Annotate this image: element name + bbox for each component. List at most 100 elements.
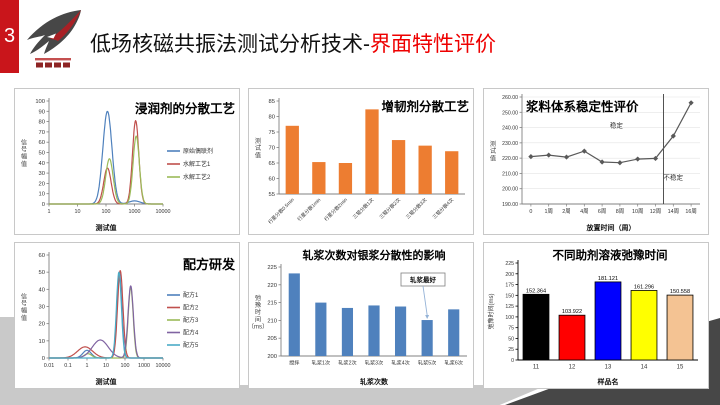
svg-text:20: 20 [39, 181, 45, 187]
svg-text:增韧剂分散工艺: 增韧剂分散工艺 [381, 99, 469, 114]
svg-text:12周: 12周 [650, 208, 661, 215]
svg-text:0.1: 0.1 [64, 363, 72, 369]
svg-text:161.296: 161.296 [634, 284, 654, 290]
svg-text:放置时间（周）: 放置时间（周） [586, 223, 636, 232]
chart-panel-toughener-dispersion: 55 60 65 70 75 80 85 增韧剂分散工艺 测试值 行星分散0.5min 行星分散1m… [248, 88, 474, 235]
slide-number: 3 [3, 25, 16, 47]
slide-title-main: 低场核磁共振法测试分析技术- [90, 33, 370, 56]
svg-text:190.00: 190.00 [502, 202, 518, 208]
svg-text:2周: 2周 [562, 208, 570, 215]
svg-text:行星分散0.5min: 行星分散0.5min [267, 196, 296, 225]
svg-text:轧浆4次: 轧浆4次 [391, 359, 409, 367]
svg-text:0.01: 0.01 [44, 363, 55, 369]
svg-text:60: 60 [39, 140, 45, 146]
svg-text:浸润剂的分散工艺: 浸润剂的分散工艺 [135, 101, 235, 116]
svg-text:原始偶联剂: 原始偶联剂 [183, 147, 213, 155]
svg-text:10000: 10000 [156, 363, 171, 369]
svg-text:80: 80 [39, 120, 45, 126]
svg-text:配方1: 配方1 [183, 291, 199, 299]
svg-text:信号幅值: 信号幅值 [21, 138, 27, 167]
svg-text:8周: 8周 [616, 208, 624, 215]
svg-text:轧浆6次: 轧浆6次 [444, 359, 462, 367]
svg-text:210.00: 210.00 [502, 171, 518, 177]
svg-text:配方3: 配方3 [183, 316, 199, 324]
svg-text:50: 50 [39, 270, 45, 276]
svg-text:70: 70 [39, 130, 45, 136]
svg-text:14周: 14周 [668, 208, 679, 215]
svg-text:10: 10 [103, 363, 109, 369]
svg-text:210: 210 [267, 318, 277, 324]
svg-text:260.00: 260.00 [502, 95, 518, 101]
svg-text:测试值: 测试值 [255, 137, 261, 159]
slide-title-accent: 界面特性评价 [370, 33, 496, 56]
svg-text:0: 0 [42, 356, 45, 362]
svg-text:220.00: 220.00 [502, 156, 518, 162]
svg-text:20: 20 [39, 322, 45, 328]
svg-text:1000: 1000 [138, 363, 150, 369]
svg-text:配方2: 配方2 [183, 304, 199, 312]
svg-text:10: 10 [39, 339, 45, 345]
svg-text:水解工艺1: 水解工艺1 [183, 160, 211, 168]
svg-text:240.00: 240.00 [502, 126, 518, 132]
additive-relaxation-chart: 0 25 50 75 100 125 150 175 200 225 不同助剂溶液弛豫时间弛豫时间(… [487, 248, 698, 386]
svg-text:30: 30 [39, 305, 45, 311]
svg-text:75: 75 [508, 326, 514, 332]
svg-text:200.00: 200.00 [502, 187, 518, 193]
svg-text:轧浆1次: 轧浆1次 [312, 359, 330, 367]
svg-text:50: 50 [39, 151, 45, 157]
svg-text:175: 175 [505, 283, 514, 289]
svg-text:行星分散2min: 行星分散2min [323, 196, 349, 222]
svg-text:0: 0 [511, 358, 514, 364]
svg-text:15: 15 [677, 365, 684, 371]
svg-text:配方5: 配方5 [183, 341, 199, 349]
svg-text:60: 60 [39, 253, 45, 259]
svg-text:样品名: 样品名 [598, 377, 619, 386]
svg-text:三辊分散1次: 三辊分散1次 [351, 196, 375, 220]
svg-text:稳定: 稳定 [610, 121, 624, 130]
svg-text:85: 85 [269, 99, 275, 105]
svg-text:1周: 1周 [545, 208, 553, 215]
svg-text:轧浆5次: 轧浆5次 [418, 359, 436, 367]
svg-text:103.922: 103.922 [562, 309, 582, 315]
svg-text:0: 0 [42, 202, 45, 208]
svg-text:90: 90 [39, 109, 45, 115]
svg-text:测试值: 测试值 [490, 140, 496, 162]
svg-text:225: 225 [267, 265, 277, 271]
svg-text:信号幅值: 信号幅值 [21, 292, 27, 321]
svg-text:0: 0 [529, 209, 532, 215]
svg-text:轧浆最好: 轧浆最好 [410, 275, 437, 284]
bottom-gray-band [0, 385, 548, 405]
svg-text:181.121: 181.121 [598, 276, 618, 282]
svg-text:三辊分散4次: 三辊分散4次 [431, 196, 455, 220]
slide-title: 低场核磁共振法测试分析技术-界面特性评价 [90, 28, 496, 58]
svg-text:三辊分散3次: 三辊分散3次 [404, 196, 428, 220]
svg-text:70: 70 [269, 146, 275, 152]
svg-text:100: 100 [505, 315, 514, 321]
svg-text:6周: 6周 [598, 208, 606, 215]
svg-text:150: 150 [505, 293, 514, 299]
svg-text:不同助剂溶液弛豫时间: 不同助剂溶液弛豫时间 [553, 248, 668, 262]
svg-text:250.00: 250.00 [502, 110, 518, 116]
svg-text:10000: 10000 [156, 209, 171, 215]
svg-text:100: 100 [35, 99, 45, 105]
svg-text:三辊分散2次: 三辊分散2次 [378, 196, 402, 220]
svg-text:1: 1 [48, 209, 51, 215]
svg-text:不稳定: 不稳定 [664, 173, 684, 182]
svg-text:16周: 16周 [685, 208, 696, 215]
svg-text:25: 25 [508, 347, 514, 353]
svg-text:220: 220 [267, 283, 277, 289]
svg-text:50: 50 [508, 336, 514, 342]
svg-text:测试值: 测试值 [96, 377, 117, 386]
svg-text:60: 60 [269, 177, 275, 183]
svg-text:215: 215 [267, 301, 277, 307]
svg-text:225: 225 [505, 261, 514, 267]
chart-panel-additive-relaxation: 0 25 50 75 100 125 150 175 200 225 不同助剂溶液弛豫时间 弛豫时间(… [483, 242, 709, 389]
svg-text:弛豫时间(ms): 弛豫时间(ms) [487, 294, 495, 330]
svg-text:100: 100 [121, 363, 130, 369]
svg-text:13: 13 [605, 365, 612, 371]
svg-text:弛豫时间（ms）: 弛豫时间（ms） [249, 294, 268, 331]
